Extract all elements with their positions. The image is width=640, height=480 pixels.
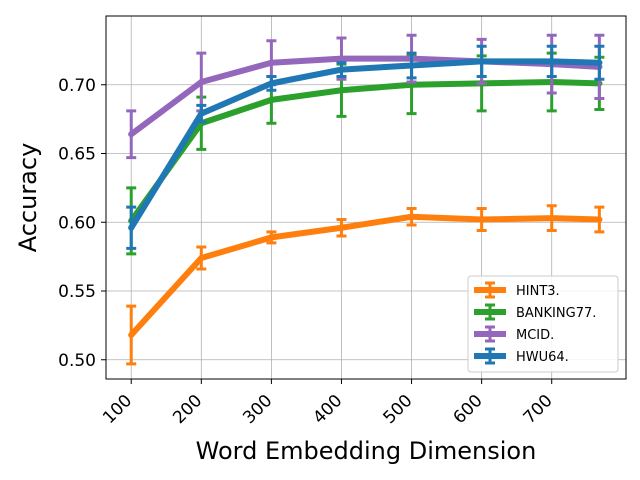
y-tick-label: 0.50 [58, 351, 96, 371]
x-tick-label: 400 [309, 391, 346, 428]
plot-frame [105, 15, 627, 380]
x-tick-label: 500 [379, 391, 416, 428]
x-axis-title: Word Embedding Dimension [196, 437, 537, 465]
series-hwu64 [126, 44, 605, 250]
data-point [478, 58, 485, 65]
data-point [268, 80, 275, 87]
data-point [548, 58, 555, 65]
y-tick-label: 0.60 [58, 213, 96, 233]
x-tick-label: 700 [520, 391, 557, 428]
legend-label: HWU64. [516, 350, 569, 365]
legend-box [467, 275, 619, 373]
data-point [478, 216, 485, 223]
x-tick-label: 100 [99, 391, 136, 428]
series-hint3 [126, 204, 605, 366]
y-tick-label: 0.55 [58, 282, 96, 302]
y-axis: 0.50 0.55 0.60 0.65 0.70 [58, 76, 106, 371]
data-point [548, 215, 555, 222]
data-point [198, 255, 205, 261]
x-tick-label: 300 [239, 391, 276, 428]
y-tick-label: 0.70 [58, 76, 96, 96]
data-point [408, 62, 415, 69]
legend-label: HINT3. [516, 284, 560, 299]
data-point [338, 66, 345, 73]
legend-label: MCID. [516, 328, 554, 343]
data-point [338, 224, 345, 231]
data-point [408, 213, 415, 220]
data-point [268, 234, 275, 241]
x-axis: 100 200 300 400 500 600 700 [99, 379, 557, 428]
legend-item: MCID. [474, 325, 554, 343]
data-point [128, 131, 135, 138]
x-tick-label: 600 [450, 391, 487, 428]
data-point [268, 96, 275, 103]
series-layer [126, 33, 605, 366]
legend-item: HINT3. [474, 281, 560, 299]
y-axis-title: Accuracy [14, 143, 42, 253]
data-point [198, 110, 205, 117]
series-line [128, 79, 603, 224]
series-line [128, 213, 603, 338]
legend-item: BANKING77. [474, 303, 596, 321]
y-tick-label: 0.65 [58, 145, 96, 165]
legend-label: BANKING77. [516, 306, 596, 321]
data-point [198, 79, 205, 85]
data-point [338, 87, 345, 94]
data-point [338, 55, 345, 62]
data-point [128, 224, 135, 231]
data-point [128, 332, 135, 338]
legend-item: HWU64. [474, 347, 569, 365]
legend: HINT3. BANKING77. MCID. HWU64. [467, 275, 619, 373]
data-point [596, 59, 603, 66]
series-line [128, 58, 603, 231]
x-tick-label: 200 [169, 391, 206, 428]
data-point [268, 59, 275, 66]
data-point [596, 216, 603, 223]
